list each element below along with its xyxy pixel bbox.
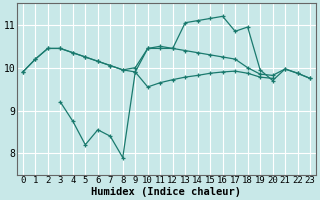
X-axis label: Humidex (Indice chaleur): Humidex (Indice chaleur) [92,186,242,197]
